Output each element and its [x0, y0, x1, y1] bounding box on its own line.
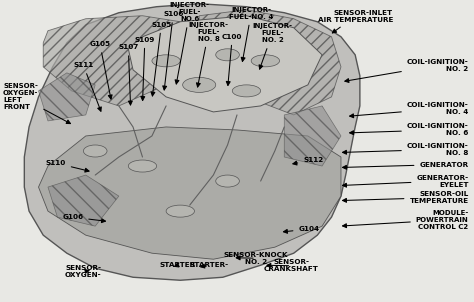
- Text: INJECTOR-
FUEL-
NO. 2: INJECTOR- FUEL- NO. 2: [253, 23, 292, 69]
- Text: MODULE-
POWERTRAIN
CONTROL C2: MODULE- POWERTRAIN CONTROL C2: [343, 210, 469, 230]
- Text: GENERATOR-
EYELET: GENERATOR- EYELET: [343, 175, 469, 188]
- Text: STARTER-: STARTER-: [189, 262, 228, 268]
- Polygon shape: [284, 106, 341, 166]
- Polygon shape: [199, 10, 341, 115]
- Text: INJECTOR-
FUEL-
NO. 8: INJECTOR- FUEL- NO. 8: [189, 22, 228, 87]
- Text: COIL-IGNITION-
NO. 6: COIL-IGNITION- NO. 6: [350, 124, 469, 137]
- Text: COIL-IGNITION-
NO. 4: COIL-IGNITION- NO. 4: [350, 102, 469, 118]
- Polygon shape: [38, 73, 95, 121]
- Text: SENSOR-
CRANKSHAFT: SENSOR- CRANKSHAFT: [264, 259, 319, 272]
- Text: S109: S109: [135, 37, 155, 101]
- Text: S110: S110: [46, 160, 89, 172]
- Text: SENSOR-KNOCK
NO. 2: SENSOR-KNOCK NO. 2: [224, 252, 288, 265]
- Text: STARTER: STARTER: [160, 262, 196, 268]
- Ellipse shape: [216, 175, 239, 187]
- Text: G104: G104: [283, 226, 319, 233]
- Text: SENSOR-OIL
TEMPERATURE: SENSOR-OIL TEMPERATURE: [343, 191, 469, 204]
- Polygon shape: [128, 16, 322, 112]
- Text: C100: C100: [222, 34, 243, 85]
- Polygon shape: [43, 16, 190, 106]
- Ellipse shape: [182, 77, 216, 92]
- Text: G105: G105: [90, 41, 112, 99]
- Text: SENSOR-
OXYGEN-: SENSOR- OXYGEN-: [65, 265, 102, 278]
- Text: COIL-IGNITION-
NO. 2: COIL-IGNITION- NO. 2: [345, 59, 469, 82]
- Text: GENERATOR: GENERATOR: [343, 162, 469, 169]
- Text: S107: S107: [118, 44, 138, 105]
- Ellipse shape: [152, 55, 180, 67]
- Polygon shape: [38, 127, 341, 259]
- Text: INJECTOR-
FUEL-NO. 4: INJECTOR- FUEL-NO. 4: [229, 7, 273, 61]
- Text: INJECTOR-
FUEL-
NO.6: INJECTOR- FUEL- NO.6: [170, 2, 210, 84]
- Text: COIL-IGNITION-
NO. 8: COIL-IGNITION- NO. 8: [343, 143, 469, 156]
- Ellipse shape: [166, 205, 194, 217]
- Ellipse shape: [128, 160, 156, 172]
- Text: G106: G106: [62, 214, 106, 223]
- Ellipse shape: [83, 145, 107, 157]
- Text: S105: S105: [151, 22, 172, 96]
- Polygon shape: [24, 4, 360, 280]
- Text: SENSOR-
OXYGEN-
LEFT
FRONT: SENSOR- OXYGEN- LEFT FRONT: [3, 83, 71, 124]
- Text: S106: S106: [163, 11, 183, 90]
- Ellipse shape: [216, 49, 239, 61]
- Polygon shape: [48, 175, 119, 226]
- Text: S111: S111: [73, 62, 101, 111]
- Ellipse shape: [251, 55, 280, 67]
- Ellipse shape: [232, 85, 261, 97]
- Text: S112: S112: [293, 157, 323, 165]
- Text: SENSOR-INLET
AIR TEMPERATURE: SENSOR-INLET AIR TEMPERATURE: [318, 10, 393, 33]
